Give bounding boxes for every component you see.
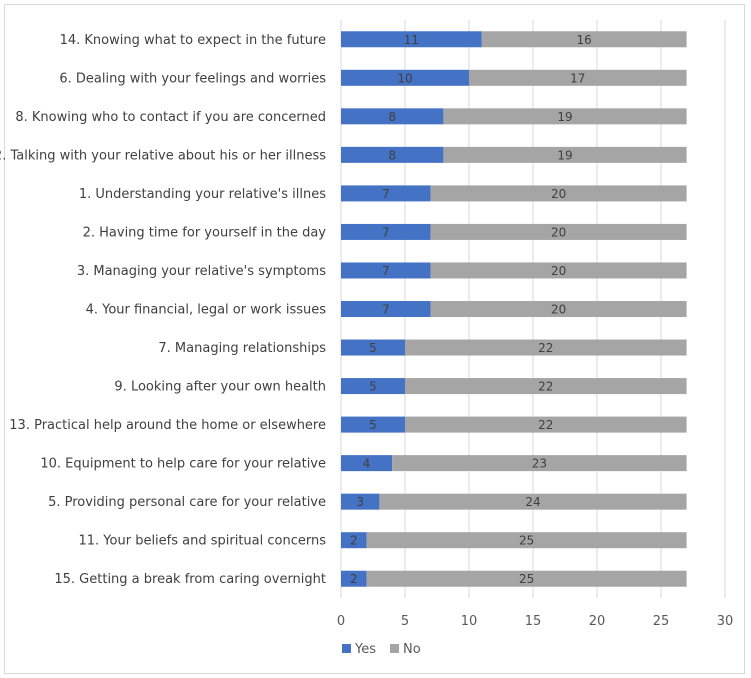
bar-no (481, 31, 687, 48)
bar-yes (341, 31, 482, 48)
data-label: 16 (577, 33, 592, 47)
data-label: 25 (519, 572, 534, 586)
category-label: 12. Talking with your relative about his… (0, 148, 326, 163)
data-label: 7 (382, 225, 390, 239)
data-label: 5 (369, 341, 377, 355)
data-label: 24 (525, 495, 540, 509)
category-label: 11. Your beliefs and spiritual concerns (79, 534, 327, 549)
bar-no (430, 262, 687, 279)
bar-yes (341, 455, 393, 472)
bar-yes (341, 108, 444, 125)
data-label: 10 (397, 71, 412, 85)
data-label: 25 (519, 534, 534, 548)
category-label: 6. Dealing with your feelings and worrie… (59, 71, 326, 86)
legend: Yes No (342, 642, 421, 657)
data-label: 22 (538, 341, 553, 355)
x-tick-label: 15 (525, 614, 542, 629)
data-label: 20 (551, 225, 566, 239)
bar-no (430, 185, 687, 202)
bar-no (405, 339, 687, 356)
data-label: 2 (350, 534, 358, 548)
x-tick-label: 20 (589, 614, 606, 629)
data-label: 20 (551, 264, 566, 278)
category-label: 7. Managing relationships (158, 341, 326, 356)
bar-no (430, 301, 687, 317)
data-label: 5 (369, 418, 377, 432)
category-label: 2. Having time for yourself in the day (83, 225, 327, 240)
bar-yes (341, 223, 431, 240)
data-label: 7 (382, 264, 390, 278)
bar-yes (341, 532, 367, 549)
legend-label: No (403, 642, 421, 657)
data-label: 20 (551, 187, 566, 201)
bar-no (405, 378, 687, 395)
bar-yes (341, 339, 405, 356)
data-label: 22 (538, 418, 553, 432)
bar-yes (341, 570, 367, 587)
data-label: 5 (369, 380, 377, 394)
category-label: 5. Providing personal care for your rela… (48, 495, 326, 510)
category-label: 4. Your financial, legal or work issues (86, 303, 327, 318)
bar-no (430, 223, 687, 240)
data-label: 2 (350, 572, 358, 586)
x-tick-label: 30 (717, 614, 734, 629)
category-labels: 14. Knowing what to expect in the future… (0, 33, 326, 587)
data-label: 3 (356, 495, 364, 509)
data-label: 22 (538, 380, 553, 394)
bar-no (469, 69, 687, 86)
bar-yes (341, 378, 405, 395)
data-label: 8 (388, 148, 396, 162)
category-label: 10. Equipment to help care for your rela… (40, 457, 326, 472)
data-label: 23 (532, 457, 547, 471)
data-label: 20 (551, 303, 566, 317)
data-label: 4 (363, 457, 371, 471)
data-label: 8 (388, 110, 396, 124)
bar-no (379, 493, 687, 510)
data-label: 7 (382, 303, 390, 317)
x-tick-labels: 0 5 10 15 20 25 30 (337, 614, 733, 629)
bar-yes (341, 146, 444, 163)
x-tick-label: 5 (401, 614, 409, 629)
bar-yes (341, 301, 431, 317)
category-label: 13. Practical help around the home or el… (9, 418, 326, 433)
category-label: 8. Knowing who to contact if you are con… (15, 110, 326, 125)
bar-yes (341, 262, 431, 279)
category-label: 15. Getting a break from caring overnigh… (54, 572, 326, 587)
bar-no (443, 146, 687, 163)
bar-no (366, 570, 687, 587)
bar-no (366, 532, 687, 549)
category-label: 1. Understanding your relative's illnes (79, 187, 326, 202)
bar-no (392, 455, 687, 472)
data-label: 7 (382, 187, 390, 201)
bar-yes (341, 416, 405, 433)
bar-no (405, 416, 687, 433)
bar-yes (341, 185, 431, 202)
bar-no (443, 108, 687, 125)
legend-swatch-no (390, 644, 399, 653)
category-label: 3. Managing your relative's symptoms (77, 264, 326, 279)
x-tick-label: 25 (653, 614, 670, 629)
bar-yes (341, 69, 469, 86)
legend-label: Yes (354, 642, 376, 657)
category-label: 9. Looking after your own health (114, 380, 326, 395)
data-label: 17 (570, 71, 585, 85)
x-tick-label: 0 (337, 614, 345, 629)
category-label: 14. Knowing what to expect in the future (60, 33, 326, 48)
data-label: 19 (557, 148, 572, 162)
legend-swatch-yes (342, 644, 351, 653)
bar-yes (341, 493, 380, 510)
data-label: 19 (557, 110, 572, 124)
data-label: 11 (404, 33, 419, 47)
x-tick-label: 10 (461, 614, 478, 629)
